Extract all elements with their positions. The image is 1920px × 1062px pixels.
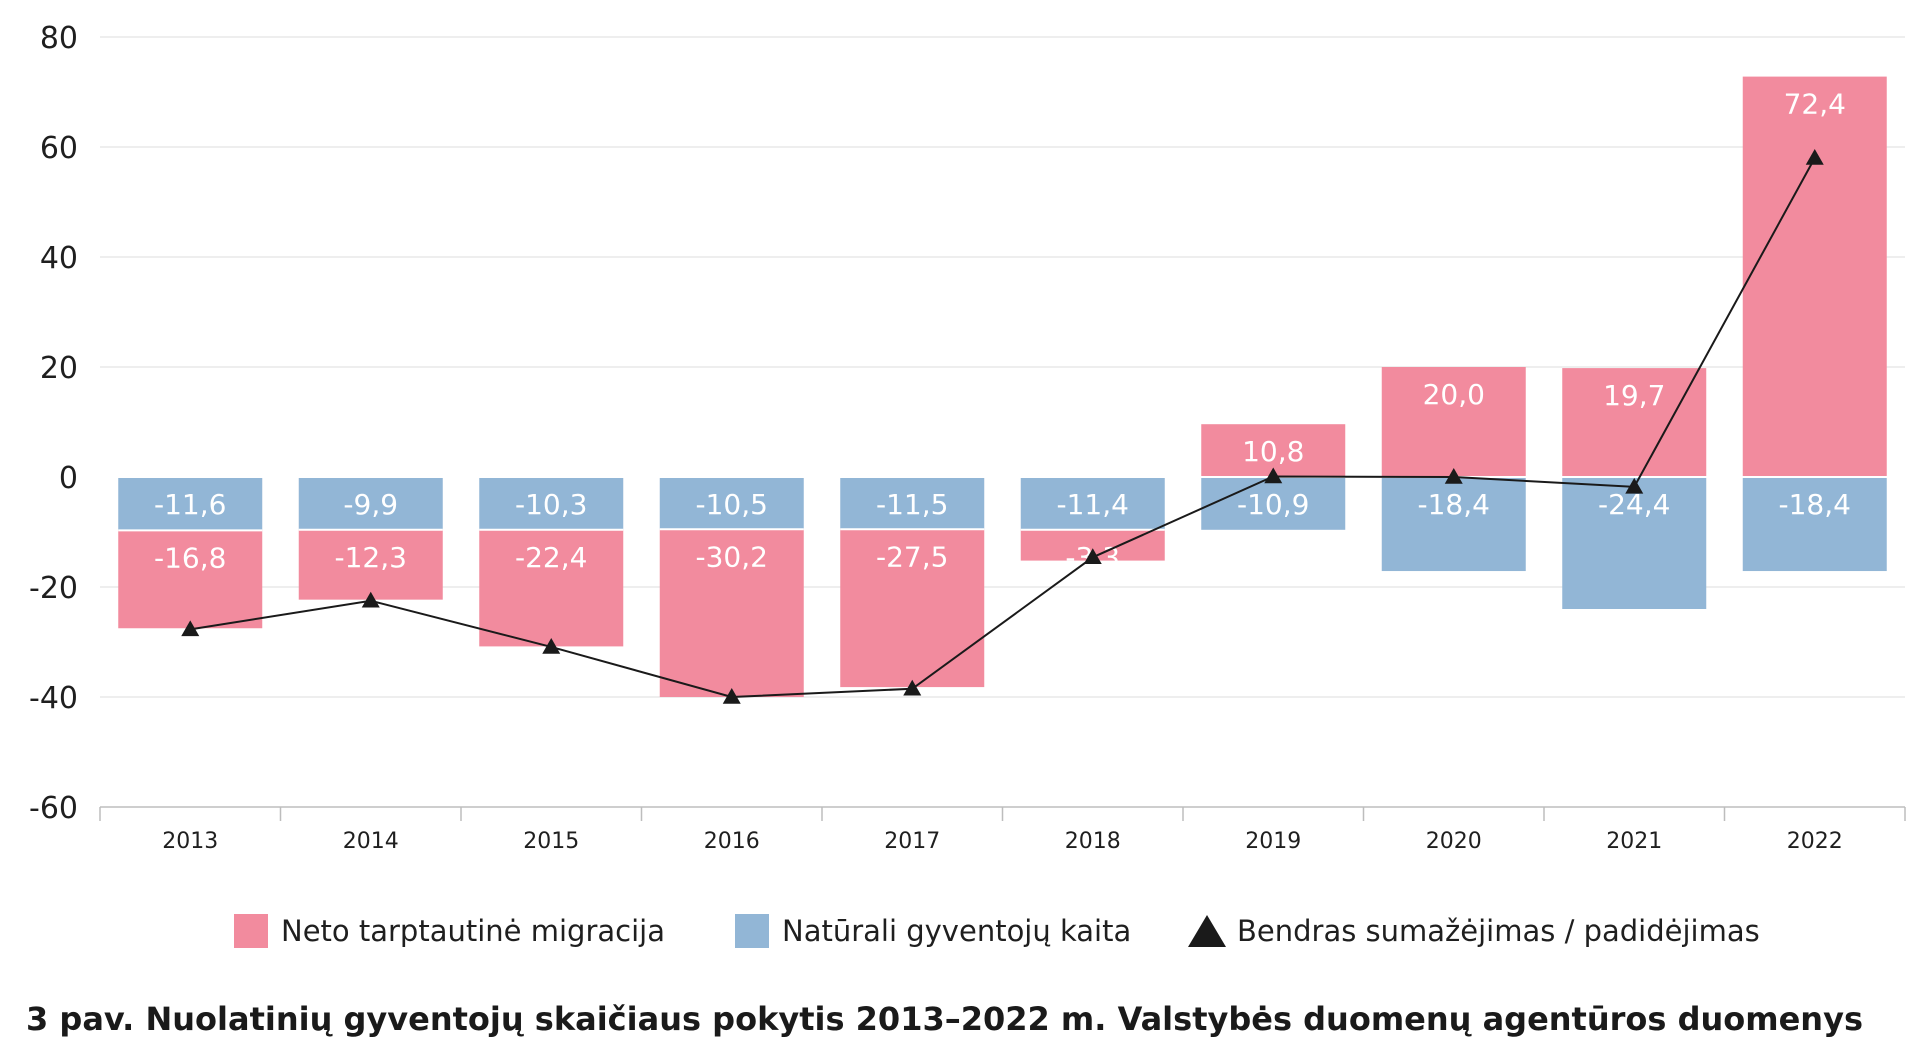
legend-item-total: Bendras sumažėjimas / padidėjimas [1188,905,1760,957]
legend-label-total: Bendras sumažėjimas / padidėjimas [1237,914,1760,948]
bar-natural [118,477,263,531]
value-label-natural: -10,3 [515,488,587,521]
x-tick-label: 2015 [523,829,579,854]
bar-natural [1562,477,1707,609]
value-label-natural: -10,5 [696,488,768,521]
legend-item-natural: Natūrali gyventojų kaita [735,905,1131,957]
bar-migration [1742,76,1887,477]
y-axis-ticks: 80 60 40 20 0 -20 -40 -60 [29,21,78,826]
bar-migration [1381,367,1526,477]
bar-migration [1562,368,1707,477]
value-label-migration: -22,4 [515,541,587,574]
value-label-natural: -18,4 [1779,488,1851,521]
total-point-marker [903,679,922,696]
total-line-path [190,157,1816,699]
value-label-migration: 19,7 [1603,379,1665,412]
y-tick-label: 60 [40,131,78,166]
bar-migration [479,529,624,647]
value-label-natural: -10,9 [1237,488,1309,521]
legend: Neto tarptautinė migracija Natūrali gyve… [0,905,1920,957]
total-point-marker [1625,477,1644,494]
bar-natural [1201,477,1346,530]
total-line [181,149,1824,704]
legend-swatch-natural [735,914,769,948]
bar-migration [298,529,443,600]
legend-label-natural: Natūrali gyventojų kaita [782,914,1132,948]
bar-natural [1020,477,1165,530]
value-label-migration: -16,8 [154,541,226,574]
y-tick-label: -40 [29,681,78,716]
x-tick-label: 2022 [1787,829,1843,854]
x-tick-label: 2013 [162,829,218,854]
y-tick-label: 40 [40,241,78,276]
total-point-marker [1264,467,1283,484]
y-tick-label: 0 [59,461,78,496]
x-tick-label: 2014 [343,829,399,854]
bar-natural [298,477,443,530]
legend-label-migration: Neto tarptautinė migracija [281,914,665,948]
bar-natural [1742,477,1887,572]
y-tick-label: 80 [40,21,78,56]
bars [118,76,1887,697]
total-point-marker [1083,548,1102,565]
triangle-icon [1188,915,1226,947]
value-label-migration: -30,2 [696,540,768,573]
total-point-marker [722,688,741,704]
value-label-natural: -11,5 [876,488,948,521]
value-label-migration: 72,4 [1784,88,1846,121]
figure-caption: 3 pav. Nuolatinių gyventojų skaičiaus po… [26,1000,1863,1038]
value-label-natural: -11,4 [1057,488,1129,521]
bar-natural [659,477,804,530]
value-label-migration: 10,8 [1242,435,1304,468]
total-point-marker [1805,149,1824,165]
x-axis: 2013 2014 2015 2016 2017 2018 2019 2020 2021 2022 [99,806,1906,854]
x-tick-label: 2018 [1065,829,1121,854]
bar-migration [840,529,985,688]
chart: 80 60 40 20 0 -20 -40 -60 -11,6 -16,8 -9,9 -12,3 -1… [29,21,1906,854]
x-tick-label: 2017 [884,829,940,854]
total-point-marker [181,620,200,637]
y-tick-label: 20 [40,351,78,386]
total-point-marker [361,591,380,608]
bar-natural [840,477,985,530]
x-tick-label: 2016 [704,829,760,854]
x-tick-label: 2021 [1606,829,1662,854]
x-tick-label: 2019 [1245,829,1301,854]
total-point-marker [542,637,561,654]
value-label-natural: -18,4 [1418,488,1490,521]
legend-swatch-migration [234,914,268,948]
bar-migration [659,529,804,697]
total-point-marker [1444,468,1463,484]
bar-migration [118,530,263,629]
bar-natural [479,477,624,530]
value-label-natural: -11,6 [154,488,226,521]
value-label-natural: -9,9 [343,488,398,521]
legend-item-migration: Neto tarptautinė migracija [234,905,665,957]
value-label-migration: -27,5 [876,540,948,573]
y-tick-label: -60 [29,791,78,826]
x-tick-label: 2020 [1426,829,1482,854]
value-label-migration: 20,0 [1423,378,1485,411]
value-label-migration: -12,3 [335,541,407,574]
bar-natural [1381,477,1526,572]
y-tick-label: -20 [29,571,78,606]
